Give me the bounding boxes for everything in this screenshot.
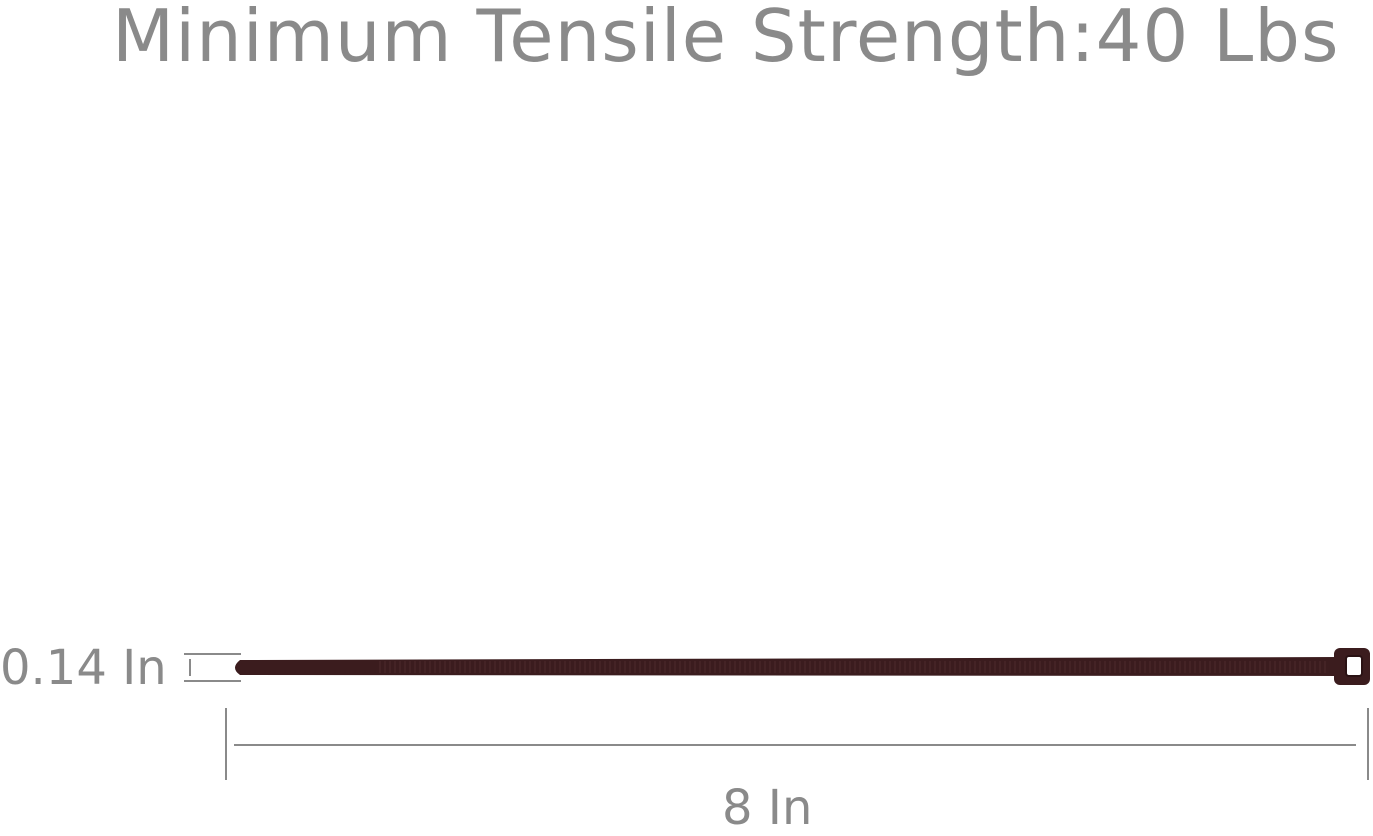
page-title: Minimum Tensile Strength:40 Lbs bbox=[112, 0, 1340, 78]
cable-tie bbox=[235, 648, 1370, 685]
width-label: 0.14 In bbox=[0, 640, 167, 696]
length-dimension-marker bbox=[225, 708, 1369, 780]
length-label: 8 In bbox=[722, 780, 813, 836]
width-dimension-marker bbox=[184, 653, 241, 682]
